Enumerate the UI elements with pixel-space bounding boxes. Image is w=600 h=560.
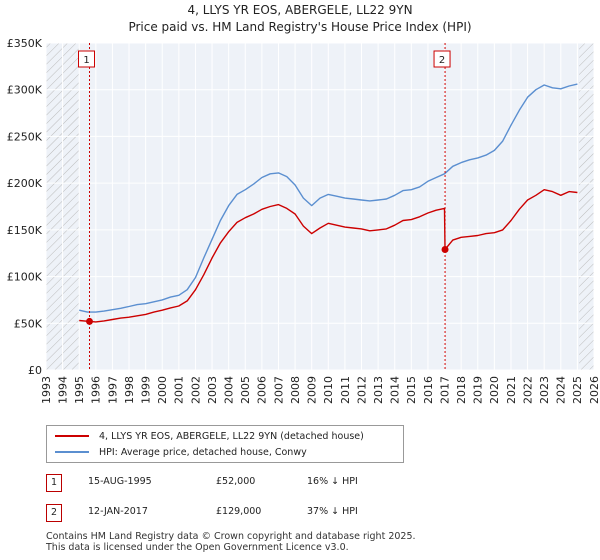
legend-swatch-property [55, 435, 89, 437]
x-tick-label: 2013 [372, 376, 385, 404]
legend-swatch-hpi [55, 451, 89, 453]
hpi-line [79, 83, 578, 313]
x-tick-label: 2010 [322, 376, 335, 404]
x-tick-label: 2009 [306, 376, 319, 404]
sale-label-box [433, 50, 451, 68]
transaction-badge: 1 [46, 474, 62, 492]
attribution-line-2: This data is licensed under the Open Gov… [46, 542, 349, 553]
x-tick-label: 2001 [173, 376, 186, 404]
y-tick-label: £250K [7, 130, 43, 143]
legend-item-hpi: HPI: Average price, detached house, Conw… [55, 445, 307, 459]
x-tick-label: 1994 [56, 376, 69, 404]
x-tick-label: 2015 [405, 376, 418, 404]
chart-legend: 4, LLYS YR EOS, ABERGELE, LL22 9YN (deta… [46, 425, 404, 463]
x-tick-label: 2005 [239, 376, 252, 404]
x-tick-label: 1996 [90, 376, 103, 404]
x-tick-label: 1998 [123, 376, 136, 404]
chart-title: 4, LLYS YR EOS, ABERGELE, LL22 9YN [187, 3, 413, 17]
sale-point [441, 245, 449, 253]
y-tick-label: £200K [7, 177, 43, 190]
transaction-hpi-diff: 37% ↓ HPI [307, 506, 358, 517]
y-tick-label: £300K [7, 84, 43, 97]
x-tick-label: 2002 [189, 376, 202, 404]
y-tick-label: £100K [7, 271, 43, 284]
x-tick-label: 1993 [40, 376, 53, 404]
x-tick-label: 2019 [472, 376, 485, 404]
hatched-region [579, 43, 594, 370]
x-tick-label: 2012 [355, 376, 368, 404]
x-tick-label: 2017 [438, 376, 451, 404]
x-tick-label: 2007 [272, 376, 285, 404]
x-tick-label: 2004 [223, 376, 236, 404]
x-tick-label: 2000 [156, 376, 169, 404]
x-tick-label: 1999 [139, 376, 152, 404]
transaction-price: £129,000 [216, 506, 262, 517]
legend-label-property: 4, LLYS YR EOS, ABERGELE, LL22 9YN (deta… [99, 430, 364, 442]
transaction-price: £52,000 [216, 476, 256, 487]
transaction-date: 12-JAN-2017 [88, 506, 148, 517]
attribution-footer: Contains HM Land Registry data © Crown c… [46, 531, 416, 553]
y-tick-label: £350K [7, 37, 43, 50]
x-tick-label: 2018 [455, 376, 468, 404]
legend-item-property: 4, LLYS YR EOS, ABERGELE, LL22 9YN (deta… [55, 429, 364, 443]
sale-label-box [78, 50, 96, 68]
transaction-badge: 2 [46, 504, 62, 522]
x-tick-label: 1997 [106, 376, 119, 404]
x-tick-label: 2011 [339, 376, 352, 404]
x-tick-label: 2023 [538, 376, 551, 404]
x-tick-label: 2003 [206, 376, 219, 404]
y-tick-label: £150K [7, 224, 43, 237]
plot-background [46, 43, 594, 370]
x-tick-label: 1995 [73, 376, 86, 404]
x-tick-label: 2021 [505, 376, 518, 404]
property-price-line [79, 188, 578, 323]
x-tick-label: 2006 [256, 376, 269, 404]
x-tick-label: 2026 [588, 376, 600, 404]
y-tick-label: £50K [14, 317, 43, 330]
x-tick-label: 2008 [289, 376, 302, 404]
x-tick-label: 2020 [488, 376, 501, 404]
legend-label-hpi: HPI: Average price, detached house, Conw… [99, 446, 307, 458]
y-tick-label: £0 [28, 364, 42, 377]
sale-point [86, 317, 94, 325]
sale-label: 2 [439, 55, 445, 66]
price-chart: £0 £50K £100K £150K £200K £250K £300K £350K 1993… [7, 37, 600, 404]
x-tick-label: 2016 [422, 376, 435, 404]
attribution-line-1: Contains HM Land Registry data © Crown c… [46, 531, 416, 542]
sale-label: 1 [83, 55, 89, 66]
transaction-date: 15-AUG-1995 [88, 476, 152, 487]
x-tick-label: 2024 [555, 376, 568, 404]
x-tick-label: 2025 [571, 376, 584, 404]
chart-subtitle: Price paid vs. HM Land Registry's House … [128, 20, 472, 34]
x-tick-label: 2022 [521, 376, 534, 404]
x-tick-label: 2014 [389, 376, 402, 404]
transaction-hpi-diff: 16% ↓ HPI [307, 476, 358, 487]
